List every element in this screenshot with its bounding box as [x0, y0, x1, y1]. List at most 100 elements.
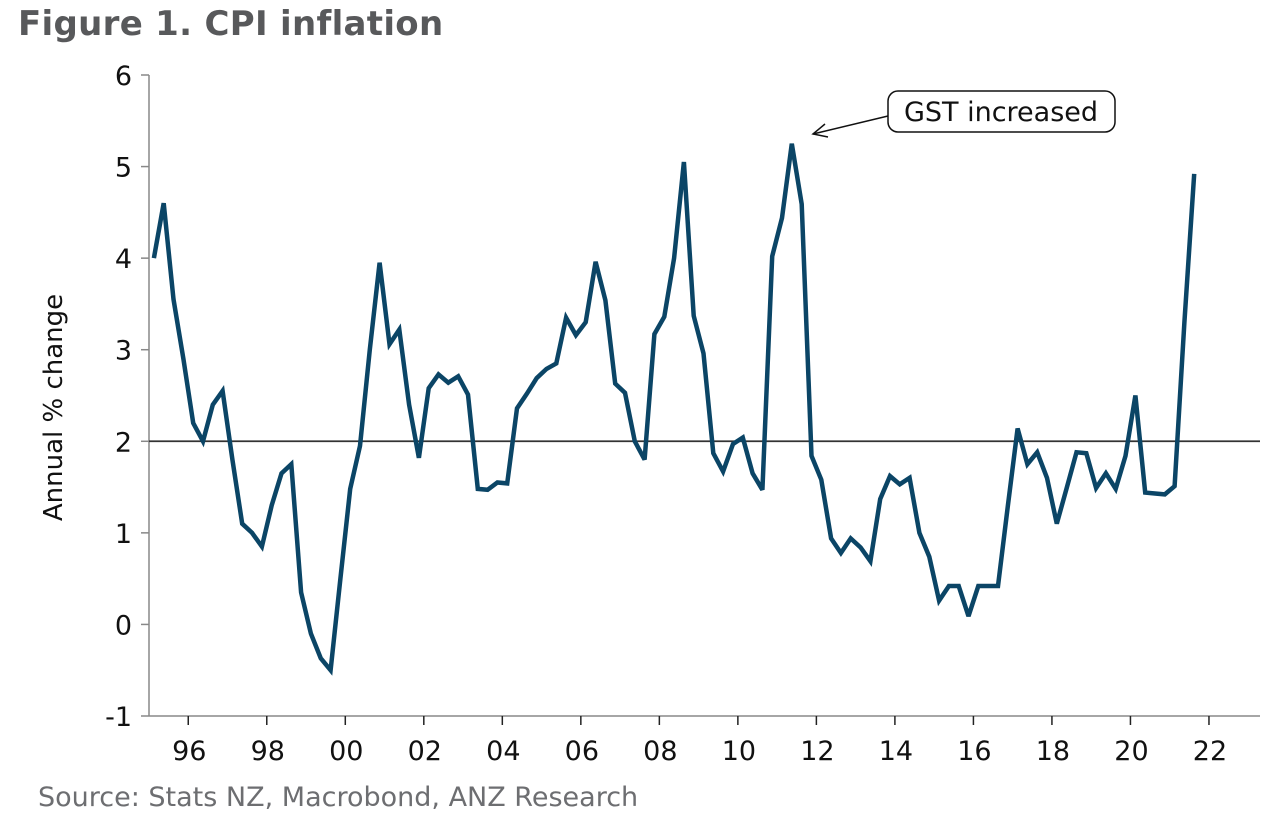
- annotation-arrow: [812, 115, 889, 135]
- data-point: [181, 357, 185, 361]
- data-point: [368, 348, 372, 352]
- data-point: [427, 386, 431, 390]
- data-point: [230, 458, 234, 462]
- data-point: [849, 536, 853, 540]
- data-point: [662, 315, 666, 319]
- x-tick-label: 00: [329, 736, 363, 767]
- series-line-cpi: [151, 143, 1197, 676]
- x-tick-label: 18: [1036, 736, 1070, 767]
- data-point: [839, 551, 843, 555]
- y-tick-label: 0: [115, 610, 132, 641]
- data-point: [1173, 484, 1177, 488]
- data-point: [731, 442, 735, 446]
- data-point: [554, 361, 558, 365]
- data-point: [525, 392, 529, 396]
- data-point: [829, 536, 833, 540]
- data-point: [250, 531, 254, 535]
- data-point: [917, 531, 921, 535]
- data-point: [515, 406, 519, 410]
- data-point: [770, 254, 774, 258]
- data-point: [898, 482, 902, 486]
- data-point: [878, 497, 882, 501]
- x-tick-label: 06: [565, 736, 599, 767]
- x-tick-label: 10: [722, 736, 756, 767]
- x-tick-label: 20: [1114, 736, 1148, 767]
- data-point: [544, 367, 548, 371]
- data-point: [868, 559, 872, 563]
- data-point: [172, 297, 176, 301]
- data-point: [437, 372, 441, 376]
- annotation-text: GST increased: [904, 97, 1098, 128]
- data-point: [495, 480, 499, 484]
- data-point: [790, 142, 794, 146]
- data-point: [1045, 476, 1049, 480]
- data-point: [279, 471, 283, 475]
- x-tick-label: 12: [800, 736, 834, 767]
- data-point: [329, 668, 333, 672]
- data-point: [702, 351, 706, 355]
- data-point: [201, 439, 205, 443]
- data-point: [692, 314, 696, 318]
- data-point: [240, 522, 244, 526]
- data-point: [1084, 451, 1088, 455]
- data-point: [378, 261, 382, 265]
- data-point: [1065, 486, 1069, 490]
- x-tick-label: 02: [408, 736, 442, 767]
- data-point: [505, 481, 509, 485]
- data-point: [751, 471, 755, 475]
- source-note: Source: Stats NZ, Macrobond, ANZ Researc…: [38, 782, 639, 813]
- data-point: [986, 584, 990, 588]
- data-point: [780, 216, 784, 220]
- data-point: [937, 599, 941, 603]
- data-point: [1192, 172, 1196, 176]
- data-point: [1163, 492, 1167, 496]
- y-axis-label: Annual % change: [39, 294, 69, 521]
- data-point: [603, 298, 607, 302]
- data-point: [682, 160, 686, 164]
- data-point: [967, 614, 971, 618]
- y-ticks: -1 0 1 2 3 4 5 6: [105, 61, 149, 733]
- x-tick-label: 98: [251, 736, 285, 767]
- data-point: [1104, 471, 1108, 475]
- data-point: [456, 374, 460, 378]
- x-tick-label: 04: [486, 736, 520, 767]
- data-point: [623, 391, 627, 395]
- data-point: [927, 555, 931, 559]
- data-point: [319, 656, 323, 660]
- data-point: [800, 202, 804, 206]
- axes: [148, 75, 1260, 717]
- data-point: [888, 474, 892, 478]
- y-tick-label: 3: [115, 336, 132, 367]
- data-point: [152, 256, 156, 260]
- data-point: [191, 421, 195, 425]
- annotation-gst-increased: GST increased: [811, 90, 1116, 138]
- y-tick-label: 1: [115, 519, 132, 550]
- data-point: [721, 470, 725, 474]
- data-point: [1143, 491, 1147, 495]
- data-point: [387, 342, 391, 346]
- data-point: [564, 316, 568, 320]
- x-ticks: 96 98 00 02 04 06 08 10 12 14 16 18 20 22: [172, 716, 1227, 767]
- data-point: [1016, 426, 1020, 430]
- data-point: [466, 393, 470, 397]
- y-tick-label: 6: [115, 61, 132, 92]
- x-tick-label: 14: [879, 736, 913, 767]
- data-point: [574, 333, 578, 337]
- data-point: [672, 256, 676, 260]
- data-point: [1074, 450, 1078, 454]
- y-tick-label: -1: [105, 702, 132, 733]
- data-point: [947, 584, 951, 588]
- data-point: [338, 577, 342, 581]
- data-point: [1006, 504, 1010, 508]
- data-point: [633, 439, 637, 443]
- data-point: [535, 376, 539, 380]
- data-point: [1153, 491, 1157, 495]
- data-point: [809, 454, 813, 458]
- data-point: [594, 260, 598, 264]
- data-point: [760, 488, 764, 492]
- data-point: [221, 389, 225, 393]
- data-point: [1114, 487, 1118, 491]
- data-point: [289, 462, 293, 466]
- x-tick-label: 08: [643, 736, 677, 767]
